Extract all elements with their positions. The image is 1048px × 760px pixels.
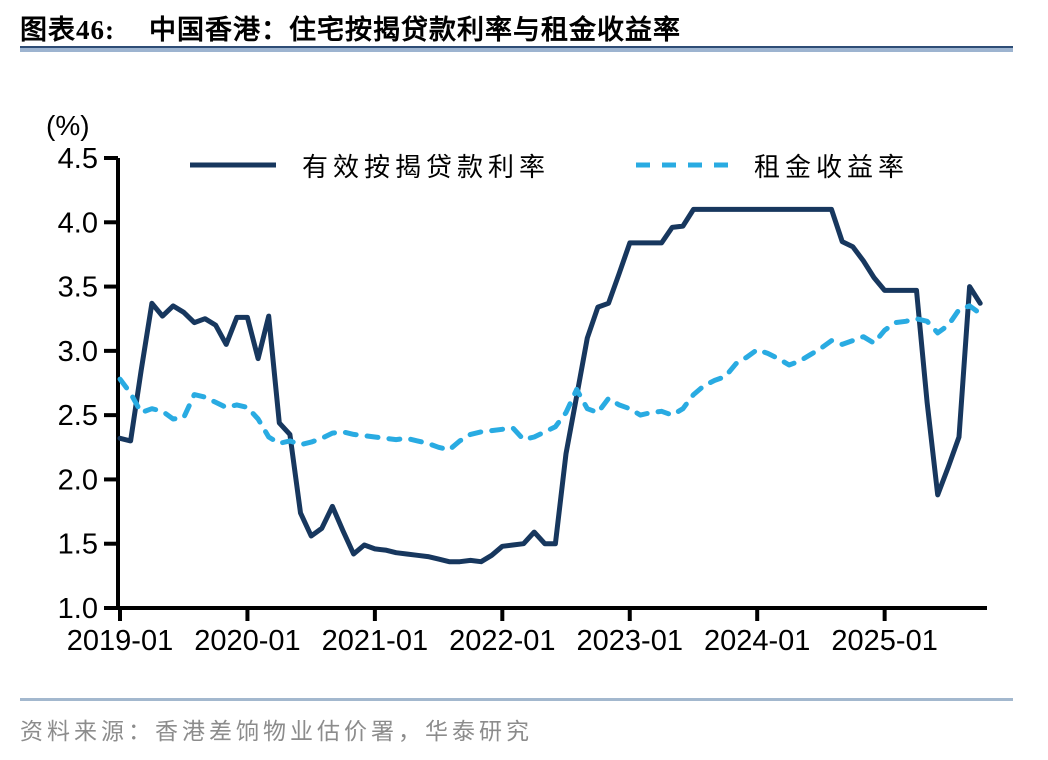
legend-label: 租金收益率 (754, 152, 910, 182)
title-divider (20, 46, 1013, 52)
figure-label: 图表46: (20, 15, 115, 45)
y-tick-label: 3.0 (58, 336, 98, 368)
legend-item-rental-yield: 租金收益率 (634, 148, 909, 182)
y-tick-label: 3.5 (58, 272, 98, 304)
y-tick-label: 4.5 (58, 143, 98, 175)
y-tick-label: 4.0 (58, 207, 98, 239)
y-tick-label: 1.0 (58, 593, 98, 625)
rental-yield-line (117, 303, 983, 453)
x-tick-label: 2024-01 (704, 625, 810, 657)
page-title: 中国香港：住宅按揭贷款利率与租金收益率 (149, 15, 681, 45)
x-tick-label: 2021-01 (322, 625, 428, 657)
legend-solid-line-swatch (190, 162, 276, 168)
legend-label: 有效按揭贷款利率 (302, 152, 551, 182)
x-tick-label: 2020-01 (194, 625, 300, 657)
y-axis-unit-label: (%) (46, 110, 90, 141)
legend-item-mortgage-rate: 有效按揭贷款利率 (188, 148, 550, 182)
x-tick-label: 2022-01 (449, 625, 555, 657)
axes (116, 158, 987, 610)
chart-title-row: 图表46: 中国香港：住宅按揭贷款利率与租金收益率 (20, 8, 681, 47)
x-tick-label: 2025-01 (831, 625, 937, 657)
y-tick-label: 2.0 (58, 464, 98, 496)
source-text: 资料来源：香港差饷物业估价署，华泰研究 (20, 719, 533, 744)
y-tick-label: 2.5 (58, 400, 98, 432)
x-tick-label: 2019-01 (67, 625, 173, 657)
legend-dashed-line-swatch (636, 162, 728, 168)
y-tick-label: 1.5 (58, 529, 98, 561)
source-divider (20, 698, 1013, 701)
x-tick-label: 2023-01 (577, 625, 683, 657)
mortgage-rate-line (117, 206, 983, 565)
